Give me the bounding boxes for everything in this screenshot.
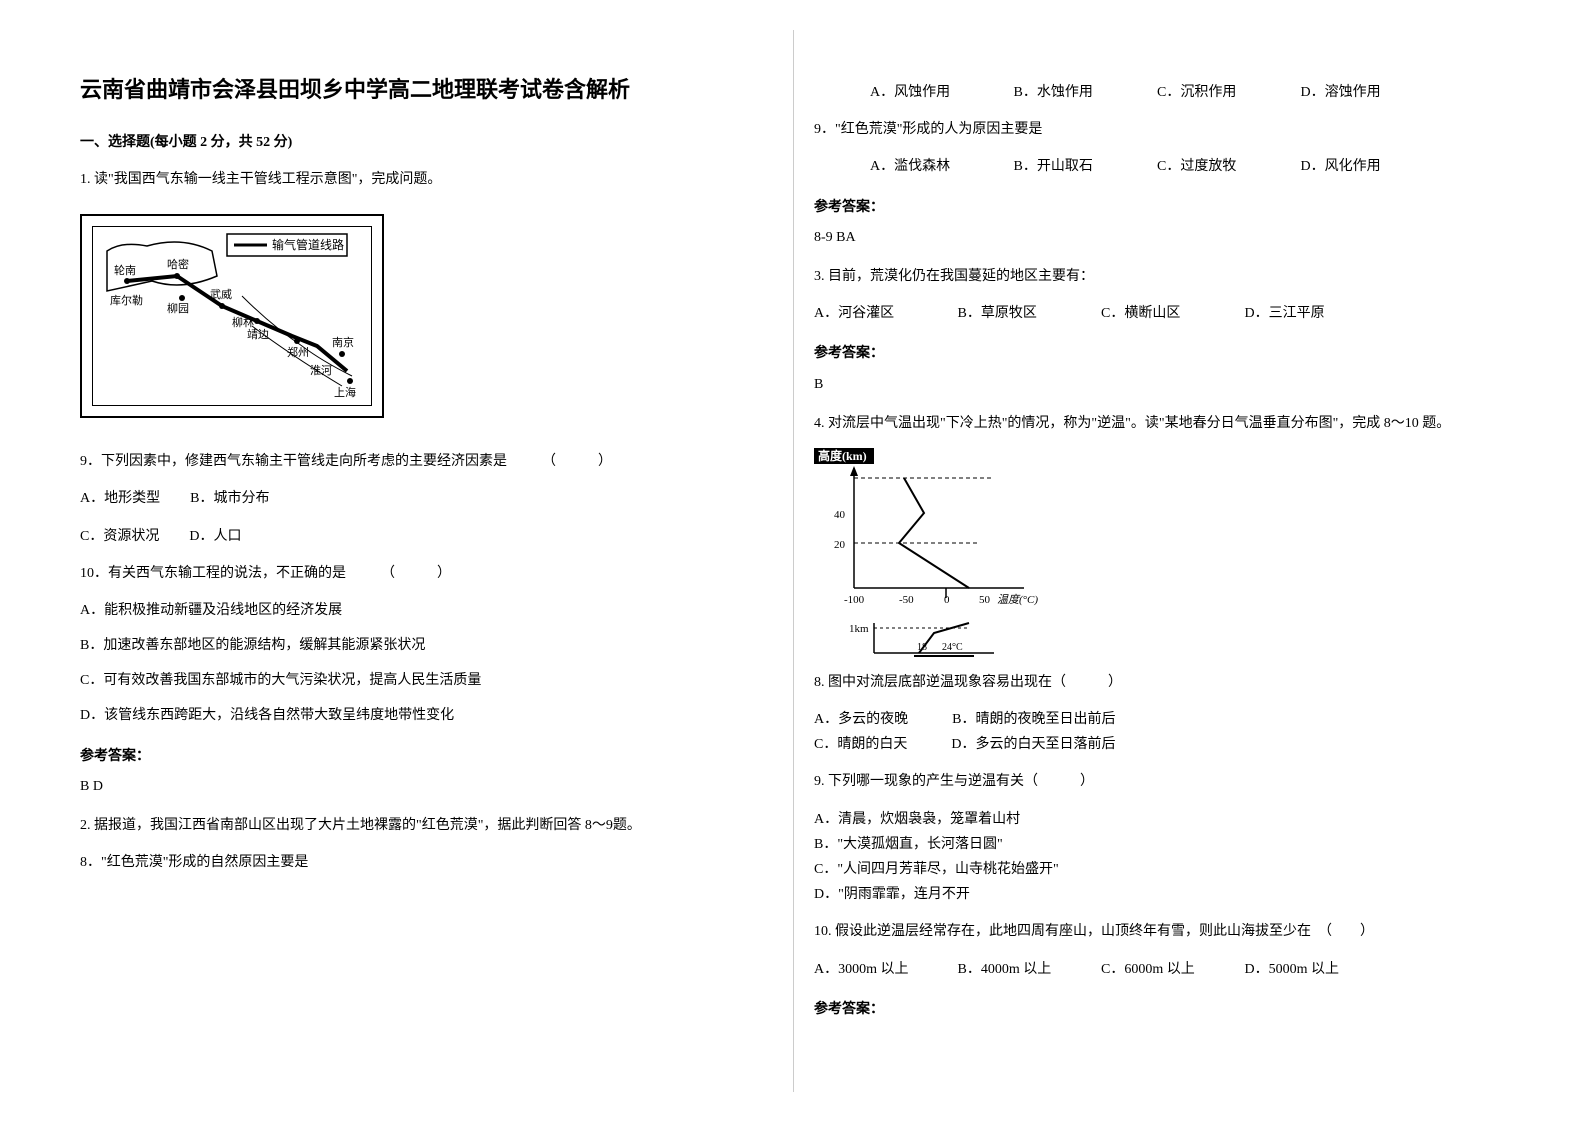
q1-intro: 1. 读"我国西气东输一线主干管线工程示意图"，完成问题。 [80, 167, 773, 192]
legend-text: 输气管道线路 [272, 237, 344, 252]
opt: B．晴朗的夜晚至日出前后 [952, 707, 1115, 732]
opt: B．水蚀作用 [986, 80, 1106, 105]
svg-text:高度(km): 高度(km) [818, 448, 867, 463]
temp-profile-chart: 高度(km) 40 20 -100 -50 0 50 温度(°C) [814, 448, 1054, 658]
opt: D．三江平原 [1245, 301, 1365, 326]
q4-sub9-opts: A．清晨，炊烟袅袅，笼罩着山村 B．"大漠孤烟直，长河落日圆" C．"人间四月芳… [814, 807, 1507, 908]
opt: C．资源状况 [80, 524, 159, 549]
svg-text:温度(°C): 温度(°C) [997, 593, 1038, 606]
page-right: A．风蚀作用 B．水蚀作用 C．沉积作用 D．溶蚀作用 9．"红色荒漠"形成的人… [794, 30, 1527, 1092]
svg-text:18: 18 [917, 642, 927, 653]
svg-text:24°C: 24°C [942, 642, 963, 653]
pipeline-map: 输气管道线路 轮南 哈密 库尔勒 柳园 武威 柳林 靖边 郑州 南京 淮河 上海 [92, 226, 372, 406]
q1-map-figure: 输气管道线路 轮南 哈密 库尔勒 柳园 武威 柳林 靖边 郑州 南京 淮河 上海 [80, 214, 384, 418]
opt: A．地形类型 [80, 486, 160, 511]
opt: B．4000m 以上 [958, 957, 1078, 982]
opt: D．风化作用 [1273, 154, 1393, 179]
q1-sub9-opts: A．地形类型 B．城市分布 C．资源状况 D．人口 [80, 486, 773, 548]
q4-sub8-opts: A．多云的夜晚 B．晴朗的夜晚至日出前后 C．晴朗的白天 D．多云的白天至日落前… [814, 707, 1507, 757]
svg-text:50: 50 [979, 594, 991, 606]
q3-opts: A．河谷灌区 B．草原牧区 C．横断山区 D．三江平原 [814, 301, 1507, 326]
exam-title: 云南省曲靖市会泽县田坝乡中学高二地理联考试卷含解析 [80, 70, 773, 110]
svg-text:靖边: 靖边 [247, 328, 269, 341]
opt: A．清晨，炊烟袅袅，笼罩着山村 [814, 807, 1507, 832]
opt: D．多云的白天至日落前后 [951, 732, 1115, 757]
opt: A．滥伐森林 [842, 154, 962, 179]
svg-text:柳园: 柳园 [167, 301, 189, 315]
svg-text:0: 0 [944, 594, 950, 606]
opt: B．草原牧区 [958, 301, 1078, 326]
opt: D．5000m 以上 [1245, 957, 1365, 982]
svg-text:柳林: 柳林 [232, 315, 254, 329]
opt: B．加速改善东部地区的能源结构，缓解其能源紧张状况 [80, 633, 773, 658]
q4-sub9-text: 9. 下列哪一现象的产生与逆温有关（ ） [814, 769, 1507, 794]
q2-sub8-opts: A．风蚀作用 B．水蚀作用 C．沉积作用 D．溶蚀作用 [814, 80, 1507, 105]
section-title: 一、选择题(每小题 2 分，共 52 分) [80, 130, 773, 155]
q2-sub8-text: 8．"红色荒漠"形成的自然原因主要是 [80, 850, 773, 875]
svg-text:淮河: 淮河 [310, 364, 332, 377]
svg-text:武威: 武威 [210, 288, 232, 301]
opt: D．该管线东西跨距大，沿线各自然带大致呈纬度地带性变化 [80, 703, 773, 728]
q2-intro: 2. 据报道，我国江西省南部山区出现了大片土地裸露的"红色荒漠"，据此判断回答 … [80, 813, 773, 838]
q4-sub10-text: 10. 假设此逆温层经常存在，此地四周有座山，山顶终年有雪，则此山海拔至少在 （… [814, 919, 1507, 944]
svg-text:南京: 南京 [332, 335, 354, 349]
q2-sub9-text: 9．"红色荒漠"形成的人为原因主要是 [814, 117, 1507, 142]
svg-text:1km: 1km [849, 623, 869, 635]
svg-text:轮南: 轮南 [114, 263, 136, 277]
q1-sub9-text: 9．下列因素中，修建西气东输主干管线走向所考虑的主要经济因素是 （ ） [80, 449, 773, 474]
q4-sub8-text: 8. 图中对流层底部逆温现象容易出现在（ ） [814, 670, 1507, 695]
opt: B．"大漠孤烟直，长河落日圆" [814, 832, 1507, 857]
answer-label: 参考答案： [814, 194, 1507, 219]
opt: C．沉积作用 [1129, 80, 1249, 105]
answer-label: 参考答案： [80, 743, 773, 768]
opt: B．城市分布 [190, 486, 269, 511]
opt: A．多云的夜晚 [814, 707, 908, 732]
svg-text:库尔勒: 库尔勒 [110, 294, 143, 307]
svg-text:20: 20 [834, 539, 846, 551]
opt: C．晴朗的白天 [814, 732, 907, 757]
opt: C．6000m 以上 [1101, 957, 1221, 982]
q3-text: 3. 目前，荒漠化仍在我国蔓延的地区主要有： [814, 264, 1507, 289]
opt: C．"人间四月芳菲尽，山寺桃花始盛开" [814, 857, 1507, 882]
svg-text:郑州: 郑州 [287, 345, 309, 359]
opt: A．风蚀作用 [842, 80, 962, 105]
opt: B．开山取石 [986, 154, 1106, 179]
opt: C．横断山区 [1101, 301, 1221, 326]
svg-text:上海: 上海 [334, 385, 356, 399]
q4-sub10-opts: A．3000m 以上 B．4000m 以上 C．6000m 以上 D．5000m… [814, 957, 1507, 982]
q1-sub10-opts: A．能积极推动新疆及沿线地区的经济发展 B．加速改善东部地区的能源结构，缓解其能… [80, 598, 773, 729]
page-left: 云南省曲靖市会泽县田坝乡中学高二地理联考试卷含解析 一、选择题(每小题 2 分，… [60, 30, 794, 1092]
svg-text:-100: -100 [844, 594, 865, 606]
svg-text:40: 40 [834, 509, 846, 521]
opt: D．人口 [189, 524, 241, 549]
q3-answer: B [814, 372, 1507, 397]
opt: A．能积极推动新疆及沿线地区的经济发展 [80, 598, 773, 623]
q4-intro: 4. 对流层中气温出现"下冷上热"的情况，称为"逆温"。读"某地春分日气温垂直分… [814, 411, 1507, 436]
svg-text:哈密: 哈密 [167, 257, 189, 271]
q2-sub9-opts: A．滥伐森林 B．开山取石 C．过度放牧 D．风化作用 [814, 154, 1507, 179]
answer-label: 参考答案： [814, 340, 1507, 365]
opt: C．可有效改善我国东部城市的大气污染状况，提高人民生活质量 [80, 668, 773, 693]
answer-label: 参考答案： [814, 996, 1507, 1021]
opt: D．溶蚀作用 [1273, 80, 1393, 105]
opt: D．"阴雨霏霏，连月不开 [814, 882, 1507, 907]
q1-answer: B D [80, 774, 773, 799]
svg-text:-50: -50 [899, 594, 914, 606]
q4-chart-figure: 高度(km) 40 20 -100 -50 0 50 温度(°C) [814, 448, 1507, 658]
opt: A．3000m 以上 [814, 957, 934, 982]
opt: C．过度放牧 [1129, 154, 1249, 179]
q1-sub10-text: 10．有关西气东输工程的说法，不正确的是 （ ） [80, 561, 773, 586]
opt: A．河谷灌区 [814, 301, 934, 326]
q2-answer: 8-9 BA [814, 225, 1507, 250]
